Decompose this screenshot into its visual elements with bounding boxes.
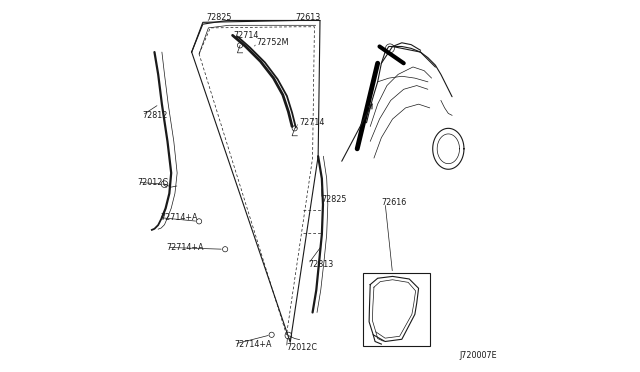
- Text: 72012C: 72012C: [138, 178, 169, 187]
- Text: J720007E: J720007E: [460, 351, 497, 360]
- Text: 72825: 72825: [207, 13, 232, 22]
- Text: 72714+A: 72714+A: [167, 243, 204, 252]
- Text: 72812: 72812: [142, 111, 168, 120]
- Bar: [363, 273, 429, 346]
- Text: 72012C: 72012C: [287, 343, 317, 352]
- Text: 72813: 72813: [308, 260, 333, 269]
- Text: 72616: 72616: [381, 198, 406, 207]
- Text: 72752M: 72752M: [257, 38, 289, 47]
- Text: 72714+A: 72714+A: [160, 213, 198, 222]
- Text: 72613: 72613: [296, 13, 321, 22]
- Text: 72714: 72714: [234, 31, 259, 40]
- Text: 72714: 72714: [300, 118, 325, 127]
- Text: 72714+A: 72714+A: [234, 340, 272, 349]
- Text: 72825: 72825: [322, 195, 348, 203]
